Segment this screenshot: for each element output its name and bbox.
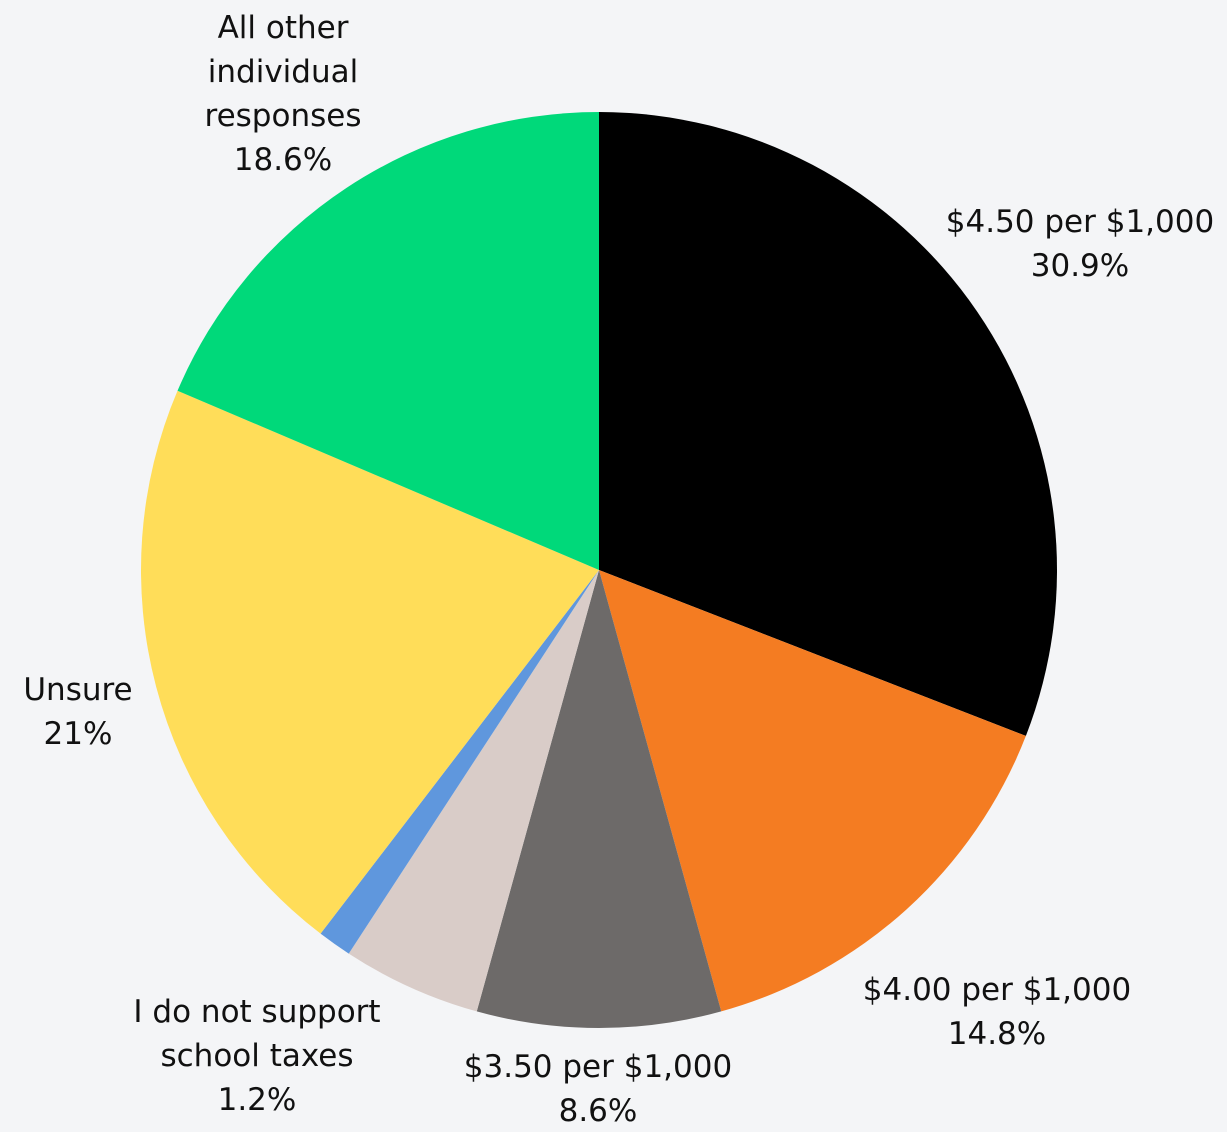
pie-label-text: responses: [205, 98, 362, 134]
pie-slice-3: [348, 570, 599, 1012]
pie-label-value: 30.9%: [1031, 248, 1129, 284]
pie-label-2: $3.50 per $1,000 8.6%: [464, 1049, 732, 1129]
pie-slice-6: [177, 112, 599, 570]
pie-label-value: 8.6%: [559, 1093, 638, 1129]
pie-slice-2: [476, 570, 722, 1029]
pie-slice-1: [599, 570, 1026, 1012]
pie-slice-4: [320, 570, 599, 954]
pie-slices: [140, 112, 1058, 1029]
pie-label-text: All other: [218, 10, 349, 46]
pie-label-text: school taxes: [160, 1038, 353, 1074]
pie-label-value: 18.6%: [234, 142, 332, 178]
pie-label-value: 21%: [44, 716, 113, 752]
pie-label-4: I do not support school taxes 1.2%: [133, 994, 380, 1118]
pie-label-text: $4.50 per $1,000: [946, 204, 1214, 240]
pie-label-text: $3.50 per $1,000: [464, 1049, 732, 1085]
pie-label-0: $4.50 per $1,000 30.9%: [946, 204, 1214, 284]
pie-label-text: $4.00 per $1,000: [863, 972, 1131, 1008]
pie-label-6: All other individual responses 18.6%: [205, 10, 362, 178]
pie-label-text: Unsure: [23, 672, 132, 708]
pie-labels: $4.50 per $1,000 30.9% $4.00 per $1,000 14.…: [23, 10, 1214, 1129]
pie-label-value: 1.2%: [218, 1082, 297, 1118]
pie-slice-5: [140, 390, 599, 934]
pie-label-text: I do not support: [133, 994, 380, 1030]
pie-label-5: Unsure 21%: [23, 672, 132, 752]
pie-label-value: 14.8%: [948, 1016, 1046, 1052]
pie-label-text: individual: [208, 54, 358, 90]
pie-label-1: $4.00 per $1,000 14.8%: [863, 972, 1131, 1052]
pie-slice-0: [599, 112, 1058, 736]
